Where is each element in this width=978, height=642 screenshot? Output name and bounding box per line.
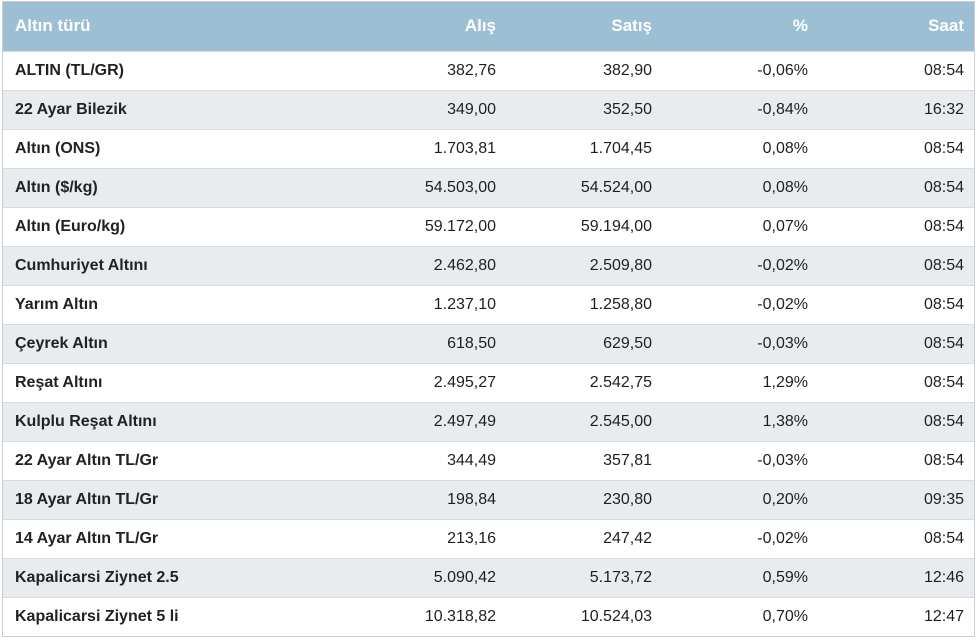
- cell-gold-type[interactable]: Altın ($/kg): [15, 178, 98, 196]
- table-row[interactable]: Altın ($/kg) 54.503,00 54.524,00 0,08% 08:54: [3, 168, 974, 207]
- cell-gold-type[interactable]: Cumhuriyet Altını: [15, 256, 148, 274]
- table-row[interactable]: 22 Ayar Bilezik 349,00 352,50 -0,84% 16:32: [3, 90, 974, 129]
- table-header-row: Altın türü Alış Satış % Saat: [3, 2, 974, 51]
- price-table: Altın türü Alış Satış % Saat ALTIN (TL/G…: [3, 2, 974, 636]
- cell-change-percent: -0,03%: [757, 334, 808, 352]
- cell-sell-price: 230,80: [603, 490, 652, 508]
- cell-buy-price: 1.703,81: [433, 139, 496, 157]
- cell-time: 08:54: [923, 178, 964, 196]
- cell-time: 08:54: [923, 217, 964, 235]
- cell-buy-price: 10.318,82: [424, 607, 496, 625]
- cell-gold-type[interactable]: Altın (Euro/kg): [15, 217, 126, 235]
- cell-sell-price: 2.545,00: [589, 412, 652, 430]
- header-gold-type[interactable]: Altın türü: [15, 16, 91, 36]
- table-row[interactable]: Altın (ONS) 1.703,81 1.704,45 0,08% 08:54: [3, 129, 974, 168]
- cell-change-percent: 0,08%: [762, 139, 808, 157]
- cell-buy-price: 213,16: [447, 529, 496, 547]
- cell-gold-type[interactable]: Yarım Altın: [15, 295, 98, 313]
- cell-sell-price: 629,50: [603, 334, 652, 352]
- header-change-percent[interactable]: %: [792, 16, 808, 36]
- cell-change-percent: 1,38%: [762, 412, 808, 430]
- cell-sell-price: 2.509,80: [589, 256, 652, 274]
- header-sell[interactable]: Satış: [611, 16, 652, 36]
- cell-buy-price: 59.172,00: [424, 217, 496, 235]
- table-row[interactable]: 14 Ayar Altın TL/Gr 213,16 247,42 -0,02% 08:…: [3, 519, 974, 558]
- cell-time: 08:54: [923, 373, 964, 391]
- cell-gold-type[interactable]: 22 Ayar Altın TL/Gr: [15, 451, 159, 469]
- cell-time: 08:54: [923, 295, 964, 313]
- cell-gold-type[interactable]: Çeyrek Altın: [15, 334, 108, 352]
- cell-buy-price: 344,49: [447, 451, 496, 469]
- cell-sell-price: 247,42: [603, 529, 652, 547]
- cell-time: 08:54: [923, 529, 964, 547]
- cell-buy-price: 54.503,00: [424, 178, 496, 196]
- header-time[interactable]: Saat: [928, 16, 964, 36]
- cell-sell-price: 54.524,00: [580, 178, 652, 196]
- cell-time: 08:54: [923, 412, 964, 430]
- cell-change-percent: -0,02%: [757, 256, 808, 274]
- table-row[interactable]: Çeyrek Altın 618,50 629,50 -0,03% 08:54: [3, 324, 974, 363]
- cell-time: 08:54: [923, 61, 964, 79]
- cell-buy-price: 5.090,42: [433, 568, 496, 586]
- cell-gold-type[interactable]: Altın (ONS): [15, 139, 101, 157]
- cell-sell-price: 1.704,45: [589, 139, 652, 157]
- cell-buy-price: 2.462,80: [433, 256, 496, 274]
- table-row[interactable]: 22 Ayar Altın TL/Gr 344,49 357,81 -0,03% 08:…: [3, 441, 974, 480]
- cell-gold-type[interactable]: ALTIN (TL/GR): [15, 61, 125, 79]
- cell-time: 08:54: [923, 256, 964, 274]
- cell-sell-price: 1.258,80: [589, 295, 652, 313]
- cell-gold-type[interactable]: Kulplu Reşat Altını: [15, 412, 157, 430]
- table-row[interactable]: ALTIN (TL/GR) 382,76 382,90 -0,06% 08:54: [3, 51, 974, 90]
- cell-time: 16:32: [923, 100, 964, 118]
- cell-buy-price: 2.497,49: [433, 412, 496, 430]
- cell-change-percent: -0,84%: [757, 100, 808, 118]
- cell-time: 08:54: [923, 139, 964, 157]
- cell-sell-price: 5.173,72: [589, 568, 652, 586]
- cell-gold-type[interactable]: 18 Ayar Altın TL/Gr: [15, 490, 159, 508]
- cell-sell-price: 59.194,00: [580, 217, 652, 235]
- cell-time: 08:54: [923, 334, 964, 352]
- cell-buy-price: 2.495,27: [433, 373, 496, 391]
- cell-sell-price: 2.542,75: [589, 373, 652, 391]
- cell-buy-price: 198,84: [447, 490, 496, 508]
- cell-change-percent: -0,02%: [757, 529, 808, 547]
- table-row[interactable]: Yarım Altın 1.237,10 1.258,80 -0,02% 08:54: [3, 285, 974, 324]
- table-row[interactable]: Altın (Euro/kg) 59.172,00 59.194,00 0,07% 08…: [3, 207, 974, 246]
- cell-sell-price: 382,90: [603, 61, 652, 79]
- table-row[interactable]: Reşat Altını 2.495,27 2.542,75 1,29% 08:54: [3, 363, 974, 402]
- table-row[interactable]: 18 Ayar Altın TL/Gr 198,84 230,80 0,20% 09:3…: [3, 480, 974, 519]
- table-row[interactable]: Kapalicarsi Ziynet 2.5 5.090,42 5.173,72 0,…: [3, 558, 974, 597]
- cell-time: 12:47: [923, 607, 964, 625]
- cell-change-percent: 0,70%: [762, 607, 808, 625]
- cell-gold-type[interactable]: 22 Ayar Bilezik: [15, 100, 127, 118]
- cell-sell-price: 10.524,03: [580, 607, 652, 625]
- cell-gold-type[interactable]: 14 Ayar Altın TL/Gr: [15, 529, 159, 547]
- table-row[interactable]: Kulplu Reşat Altını 2.497,49 2.545,00 1,38%…: [3, 402, 974, 441]
- cell-sell-price: 357,81: [603, 451, 652, 469]
- table-row[interactable]: Kapalicarsi Ziynet 5 li 10.318,82 10.524,0…: [3, 597, 974, 636]
- cell-buy-price: 618,50: [447, 334, 496, 352]
- cell-buy-price: 382,76: [447, 61, 496, 79]
- table-row[interactable]: Cumhuriyet Altını 2.462,80 2.509,80 -0,02% 0…: [3, 246, 974, 285]
- cell-change-percent: 0,07%: [762, 217, 808, 235]
- cell-sell-price: 352,50: [603, 100, 652, 118]
- cell-change-percent: -0,03%: [757, 451, 808, 469]
- cell-change-percent: -0,06%: [757, 61, 808, 79]
- cell-gold-type[interactable]: Reşat Altını: [15, 373, 103, 391]
- cell-time: 08:54: [923, 451, 964, 469]
- cell-change-percent: 0,20%: [762, 490, 808, 508]
- cell-change-percent: -0,02%: [757, 295, 808, 313]
- cell-time: 09:35: [923, 490, 964, 508]
- cell-change-percent: 0,59%: [762, 568, 808, 586]
- header-buy[interactable]: Alış: [464, 16, 496, 36]
- cell-buy-price: 349,00: [447, 100, 496, 118]
- cell-buy-price: 1.237,10: [433, 295, 496, 313]
- cell-gold-type[interactable]: Kapalicarsi Ziynet 5 li: [15, 607, 179, 625]
- cell-change-percent: 0,08%: [762, 178, 808, 196]
- cell-gold-type[interactable]: Kapalicarsi Ziynet 2.5: [15, 568, 179, 586]
- cell-time: 12:46: [923, 568, 964, 586]
- cell-change-percent: 1,29%: [762, 373, 808, 391]
